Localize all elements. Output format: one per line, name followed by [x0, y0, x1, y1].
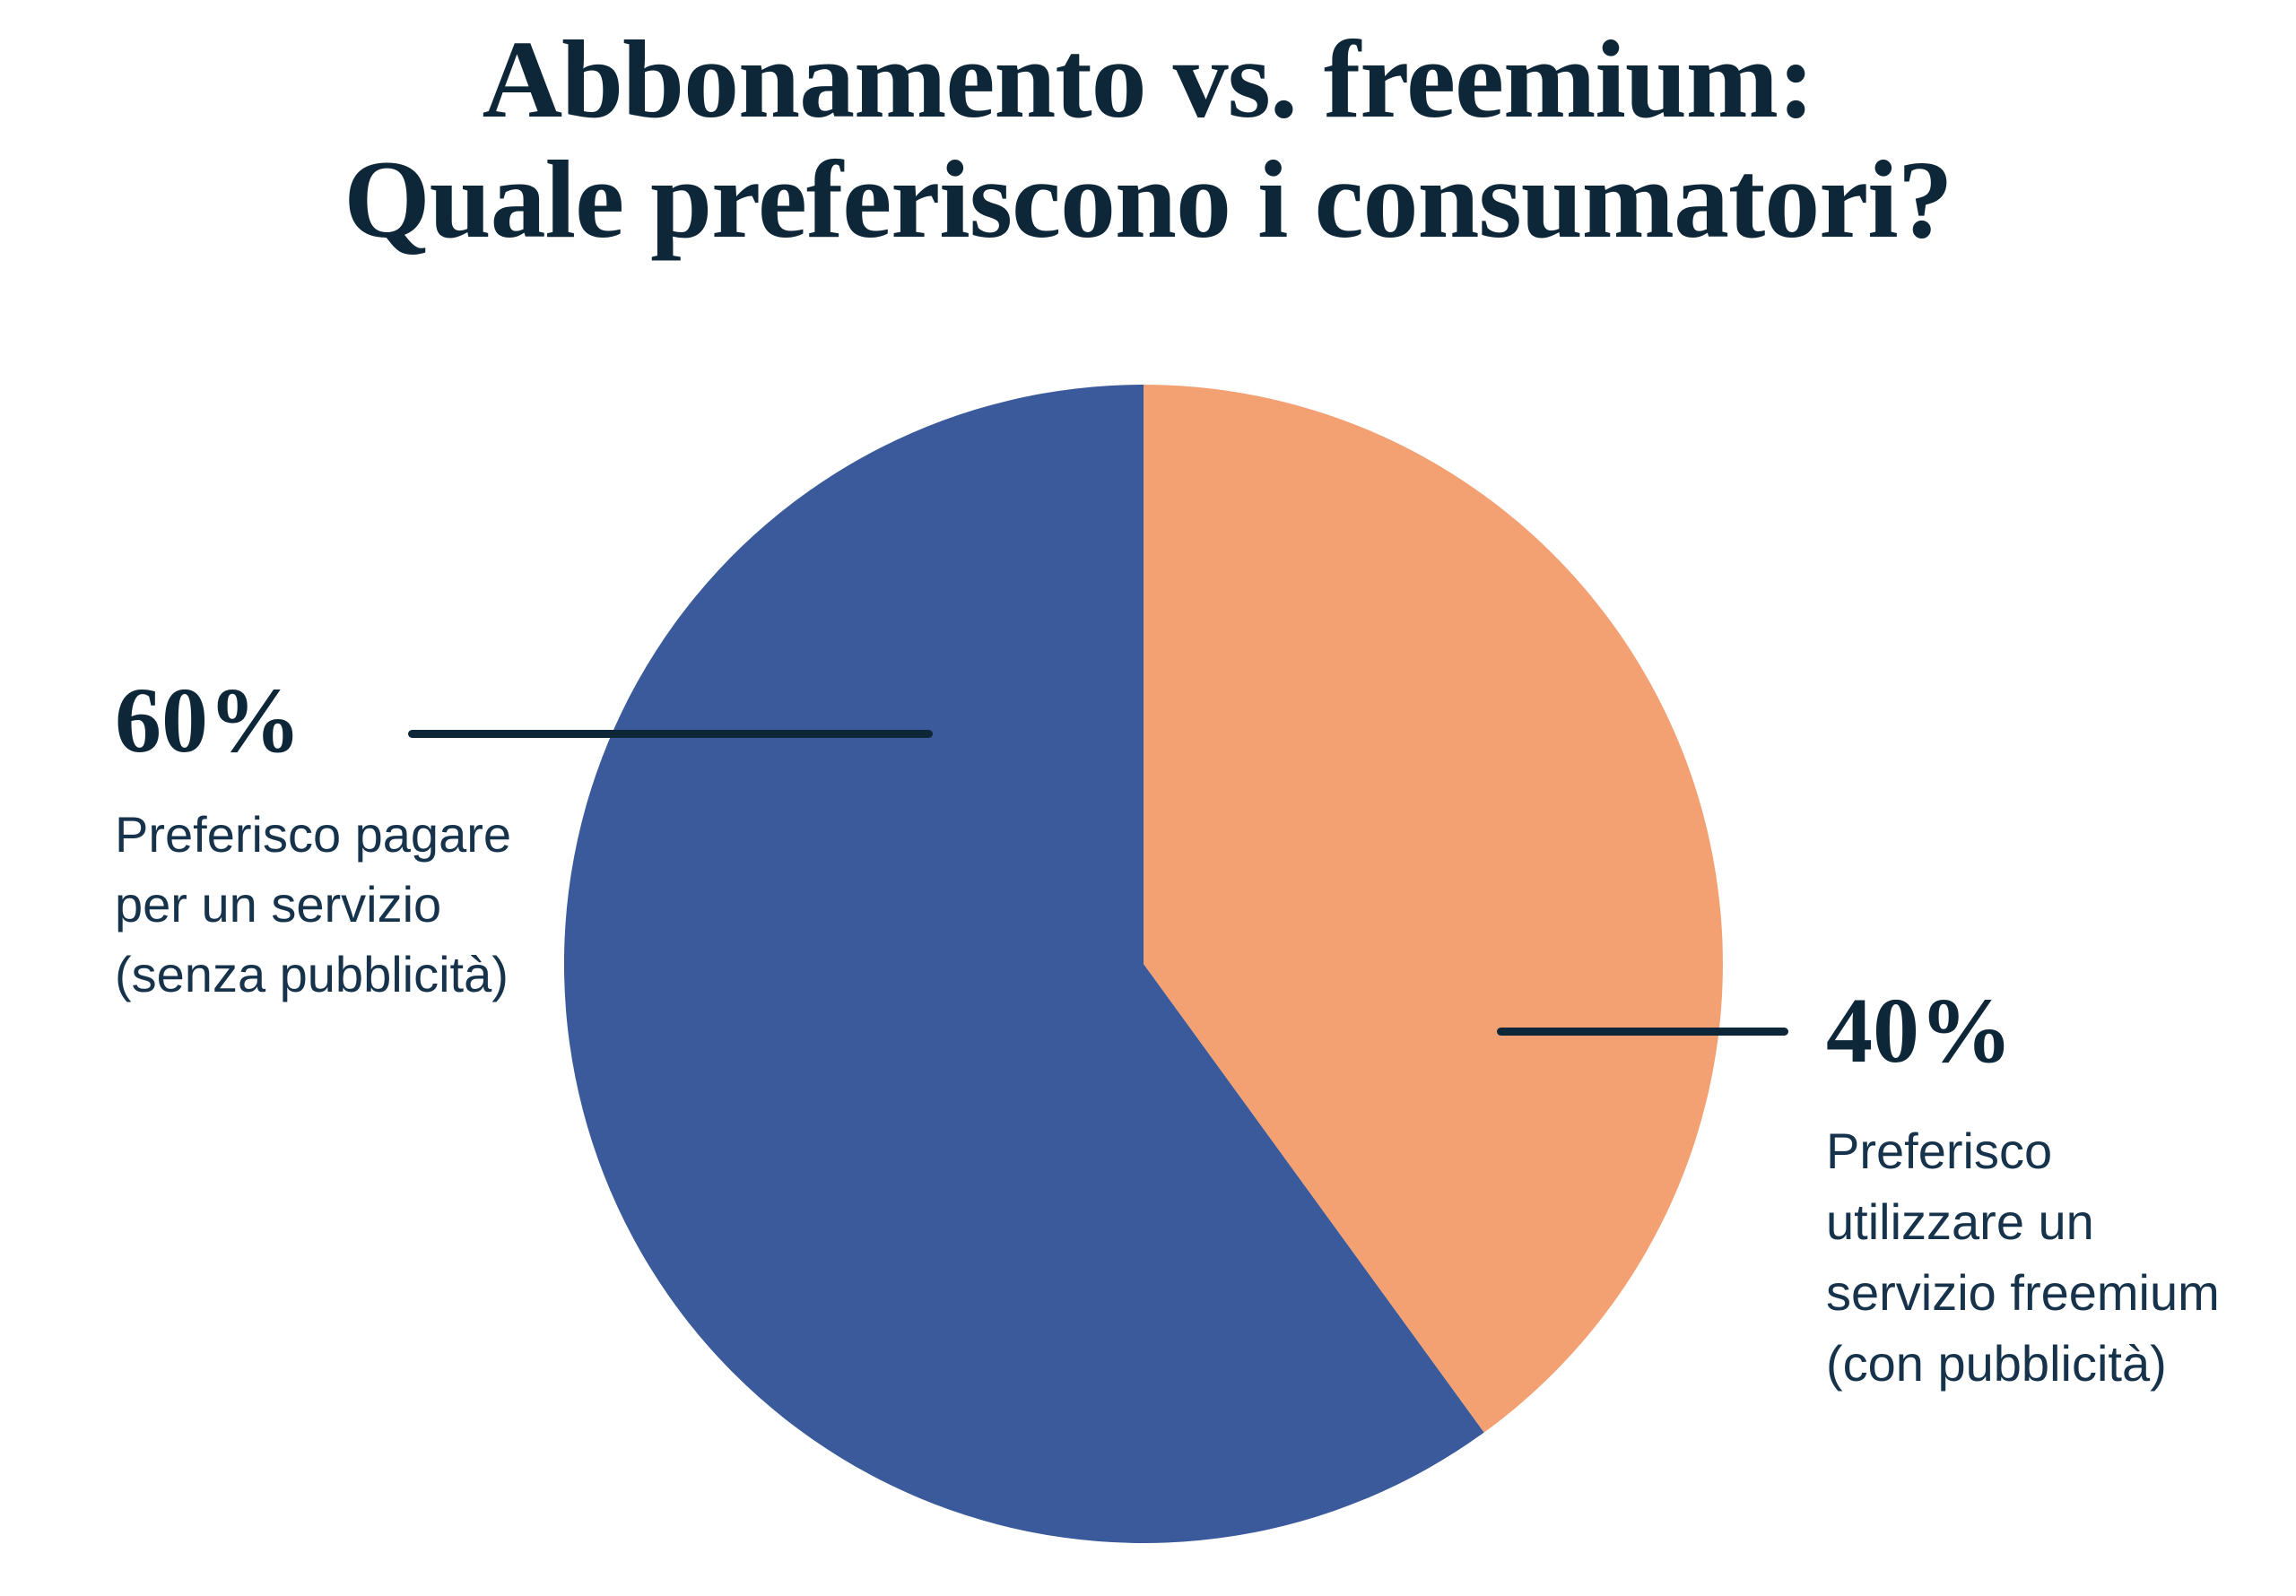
- callout-60: 60% Preferisco pagare per un servizio (s…: [115, 674, 581, 1010]
- leader-line-40: [1497, 1028, 1788, 1036]
- chart-title: Abbonamento vs. freemium: Quale preferis…: [0, 20, 2296, 260]
- desc-line: per un servizio: [115, 876, 442, 932]
- pie-slice-60: [564, 385, 1484, 1543]
- chart-title-line-1: Abbonamento vs. freemium:: [482, 18, 1815, 141]
- pie-chart: [564, 385, 1723, 1543]
- slice-description-60: Preferisco pagare per un servizio (senza…: [115, 800, 581, 1010]
- pct-label-40: 40%: [1826, 979, 2013, 1082]
- pie-chart-container: [564, 385, 1723, 1543]
- desc-line: (senza pubblicità): [115, 946, 509, 1002]
- leader-line-60: [408, 730, 933, 738]
- slice-description-40: Preferisco utilizzare un servizio freemi…: [1826, 1115, 2274, 1399]
- callout-40: 40% Preferisco utilizzare un servizio fr…: [1826, 984, 2274, 1399]
- desc-line: Preferisco: [1826, 1123, 2053, 1179]
- desc-line: Preferisco pagare: [115, 806, 512, 863]
- pct-label-60: 60%: [115, 669, 301, 772]
- desc-line: (con pubblicità): [1826, 1335, 2167, 1392]
- pie-slice-40: [1144, 385, 1723, 1433]
- chart-title-line-2: Quale preferiscono i consumatori?: [344, 137, 1953, 261]
- desc-line: utilizzare un: [1826, 1193, 2094, 1250]
- desc-line: servizio freemium: [1826, 1264, 2220, 1321]
